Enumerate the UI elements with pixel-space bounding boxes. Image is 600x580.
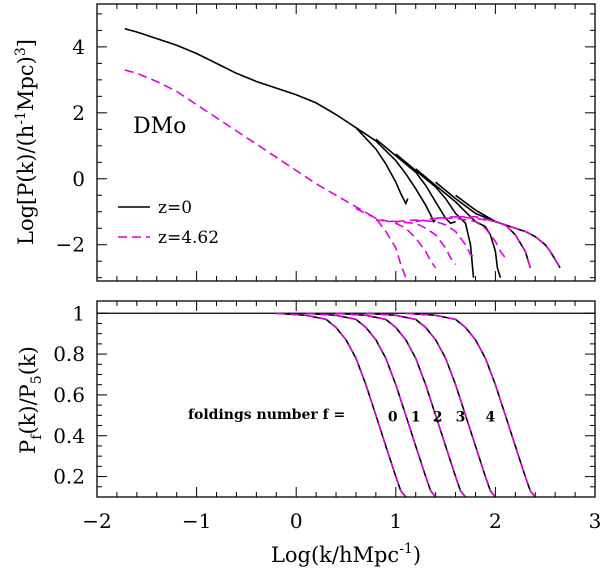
top-curve-z-0-f-2 [375, 138, 456, 225]
top-curve-z-4-62-f-6 [455, 215, 561, 269]
top-ylabel-part-2: Mpc) [14, 56, 38, 111]
fold-label-0: 0 [388, 409, 398, 425]
ratio-curve-dashed-f3 [365, 312, 497, 498]
bottom-y-tick-label: 1 [72, 301, 85, 325]
x-tick-label: −2 [82, 509, 111, 533]
bottom-panel-ticks [96, 301, 596, 497]
bottom-y-tick-label: 0.4 [53, 424, 85, 448]
top-curve-z-4-62-f-1 [355, 207, 437, 269]
ratio-curve-solid-f4 [405, 312, 536, 498]
top-curve-z-0-f-0 [124, 27, 409, 206]
fold-label-4: 4 [486, 409, 496, 425]
ratio-curve-dashed-f4 [405, 312, 536, 498]
top-panel-frame [96, 3, 596, 282]
top-panel-y-tick-labels: −2 0 2 4 [56, 35, 85, 257]
top-curve-z-4-62-f-3 [395, 219, 476, 259]
bottom-ylabel-part-1: P [16, 440, 40, 454]
top-curve-z-4-62-f-2 [375, 219, 457, 265]
ratio-curve-dashed-f2 [335, 312, 467, 498]
x-tick-label: 2 [489, 509, 502, 533]
top-panel-curves [124, 27, 561, 279]
bottom-ylabel-sub-1: f [29, 433, 45, 440]
bottom-y-tick-label: 0.6 [53, 383, 85, 407]
bottom-y-axis-label: Pf(k)/P5(k) [16, 346, 45, 454]
bottom-panel-y-tick-labels: 0.2 0.4 0.6 0.8 1 [53, 301, 85, 488]
bottom-ylabel-part-2: (k)/P [16, 384, 40, 434]
legend-label-z462: z=4.62 [158, 228, 219, 248]
top-ylabel-part-3: ] [14, 39, 38, 47]
fold-label-2: 2 [433, 409, 443, 425]
ratio-curve-solid-f1 [306, 312, 437, 498]
bottom-ylabel-part-3: (k) [16, 346, 40, 375]
top-curve-z-4-62-f-0 [124, 69, 408, 279]
ratio-curve-dashed-f0 [276, 312, 407, 498]
x-tick-label: 3 [589, 509, 600, 533]
top-panel-ticks [96, 4, 596, 281]
bottom-ylabel-sub-2: 5 [29, 375, 45, 384]
dmo-annotation: DMo [133, 114, 186, 139]
ratio-curve-dashed-f1 [306, 312, 437, 498]
xlabel-sup: -1 [399, 541, 413, 557]
x-axis-label: Log(k/hMpc-1) [271, 541, 421, 567]
bottom-y-tick-label: 0.8 [53, 342, 85, 366]
top-y-tick-label: −2 [56, 233, 85, 257]
top-ylabel-part-1: Log[P(k)/(h [14, 125, 38, 245]
top-curve-z-4-62-f-5 [435, 215, 532, 269]
bottom-panel: 0.20.40.60.81 −2 −1 0 1 2 3 foldings number f… [16, 300, 600, 567]
top-panel: −2 0 2 4 DMo z=0 z=4.62 Log[P(k)/(h-1Mpc)3] [13, 3, 596, 282]
ratio-curve-solid-f2 [335, 312, 467, 498]
top-y-tick-label: 4 [72, 35, 85, 59]
bottom-panel-curves [276, 312, 536, 498]
legend-label-z0: z=0 [158, 198, 192, 218]
top-ylabel-sup-2: 3 [13, 47, 29, 56]
top-curve-z-0-f-3 [395, 153, 475, 278]
fold-label-3: 3 [456, 409, 466, 425]
top-curve-z-4-62-f-4 [415, 217, 507, 259]
foldings-annotation: foldings number f = [188, 407, 345, 423]
top-y-axis-label: Log[P(k)/(h-1Mpc)3] [13, 39, 38, 245]
xlabel-part-1: Log(k/hMpc [271, 543, 399, 567]
bottom-panel-frame [96, 300, 596, 498]
top-curve-z-0-f-4 [415, 168, 502, 278]
top-y-tick-label: 0 [72, 167, 85, 191]
ratio-curve-solid-f0 [276, 312, 407, 498]
x-tick-label: 1 [389, 509, 402, 533]
legend: z=0 z=4.62 [118, 198, 219, 248]
bottom-y-tick-label: 0.2 [53, 465, 85, 489]
x-tick-label: −1 [182, 509, 211, 533]
fold-label-1: 1 [411, 409, 421, 425]
top-y-tick-label: 2 [72, 101, 85, 125]
bottom-panel-x-tick-labels: −2 −1 0 1 2 3 [82, 509, 600, 533]
top-ylabel-sup-1: -1 [13, 111, 29, 125]
x-tick-label: 0 [290, 509, 303, 533]
xlabel-part-2: ) [413, 543, 421, 567]
